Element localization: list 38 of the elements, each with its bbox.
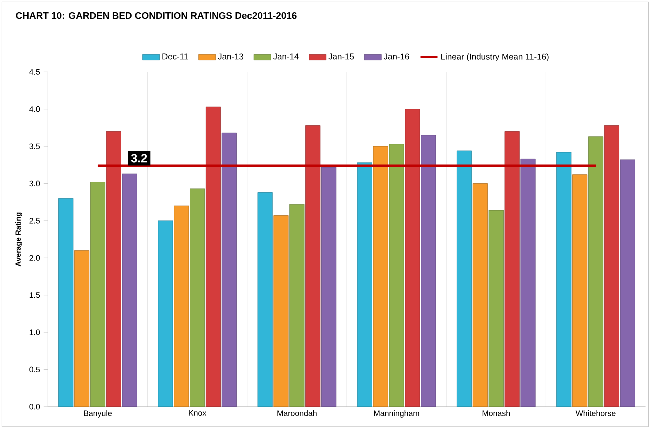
legend-label: Linear (Industry Mean 11-16) <box>442 54 549 62</box>
bar <box>122 174 138 408</box>
bar <box>174 206 190 408</box>
bar <box>106 131 122 408</box>
annotation: 3.2 <box>131 154 148 163</box>
bar <box>190 188 206 408</box>
bar <box>322 167 337 408</box>
bar <box>620 160 636 408</box>
legend-label: Jan-15 <box>328 54 354 60</box>
bar <box>274 215 289 408</box>
bar <box>90 182 106 408</box>
legend-label: Dec-11 <box>162 54 188 60</box>
bar <box>520 158 536 408</box>
legend-label: Jan-14 <box>273 54 299 60</box>
bar <box>504 131 520 408</box>
chart-title: CHART 10: GARDEN BED CONDITION RATINGS Dec2011-2016 <box>16 12 297 20</box>
bar <box>604 125 620 408</box>
bar <box>488 210 504 408</box>
bar <box>206 106 222 408</box>
legend-label: Jan-16 <box>384 54 410 60</box>
bar <box>258 192 273 408</box>
bar <box>389 144 404 408</box>
bar <box>158 220 174 408</box>
bar <box>456 150 472 408</box>
bar <box>373 146 388 408</box>
bar <box>421 135 436 408</box>
bar <box>472 183 488 408</box>
bar <box>556 152 572 408</box>
bar <box>405 109 420 408</box>
bar <box>588 136 604 408</box>
bar <box>290 204 305 408</box>
bar <box>306 125 321 408</box>
legend-label: Jan-13 <box>218 54 244 60</box>
bar <box>357 162 372 408</box>
bar <box>222 132 237 408</box>
bar <box>58 198 74 408</box>
bar <box>572 174 588 408</box>
bar <box>74 250 90 408</box>
